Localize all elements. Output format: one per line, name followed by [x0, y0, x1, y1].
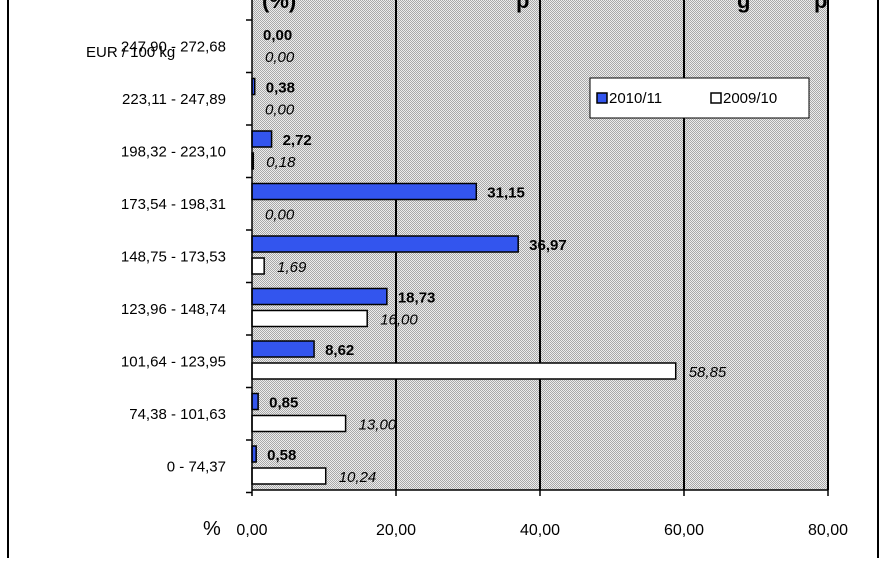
bar-2009-10	[251, 414, 347, 433]
data-label-2010-11: 31,15	[487, 185, 525, 202]
data-label-2009-10: 0,18	[266, 154, 296, 171]
legend-label-2010-11: 2010/11	[609, 90, 662, 107]
data-label-2010-11: 8,62	[325, 342, 354, 359]
y-tick-label: 101,64 - 123,95	[121, 353, 226, 370]
data-label-2010-11: 0,38	[266, 80, 295, 97]
data-label-2010-11: 0,58	[267, 447, 296, 464]
data-label-2009-10: 0,00	[265, 49, 295, 66]
y-tick-label: 74,38 - 101,63	[129, 406, 226, 423]
legend-swatch-2010-11	[596, 92, 608, 104]
data-label-2009-10: 0,00	[265, 102, 295, 119]
data-label-2009-10: 0,00	[265, 207, 295, 224]
bar-2009-10	[251, 467, 327, 485]
data-label-2010-11: 2,72	[283, 132, 312, 149]
x-tick-label: 60,00	[664, 522, 704, 539]
legend-label-2009-10: 2009/10	[723, 90, 777, 107]
x-tick-label: 20,00	[376, 522, 416, 539]
y-tick-label: 247,90 - 272,68	[121, 38, 226, 55]
bar-2009-10	[251, 309, 368, 328]
x-tick-label: 0,00	[236, 522, 267, 539]
data-label-2009-10: 10,24	[339, 469, 377, 486]
axes-layer: 0,00 20,00 40,00 60,00 80,00 247,90 - 272,68 2…	[121, 0, 848, 539]
bars-layer: 0,00 0,00 0,38 0,00 2,72 0,18 31,15 0,00 36,97 1,…	[251, 27, 727, 486]
y-tick-label: 0 - 74,37	[167, 458, 226, 475]
data-label-2009-10: 13,00	[359, 417, 397, 434]
bar-2010-11	[251, 340, 315, 358]
y-tick-label: 173,54 - 198,31	[121, 196, 226, 213]
legend-swatch-2009-10	[710, 92, 722, 104]
bar-2009-10	[251, 257, 265, 275]
data-label-2009-10: 58,85	[689, 364, 727, 381]
x-unit-label: %	[203, 518, 221, 540]
data-label-2010-11: 0,00	[263, 27, 292, 44]
bar-2009-10	[251, 362, 677, 380]
bar-2010-11	[251, 235, 519, 253]
data-label-2010-11: 0,85	[269, 395, 298, 412]
legend-box	[589, 77, 810, 119]
x-tick-label: 40,00	[520, 522, 560, 539]
x-tick-label: 80,00	[808, 522, 848, 539]
y-tick-label: 123,96 - 148,74	[121, 301, 226, 318]
data-label-2010-11: 18,73	[398, 290, 436, 307]
y-tick-label: 223,11 - 247,89	[122, 91, 226, 108]
bar-2010-11	[251, 130, 273, 148]
bar-2010-11	[251, 392, 259, 411]
y-tick-label: 148,75 - 173,53	[121, 248, 226, 265]
legend: 2010/11 2009/10	[589, 77, 810, 119]
chart-title-fragment-2: p	[516, 0, 529, 13]
data-label-2009-10: 16,00	[380, 312, 418, 329]
y-tick-label: 198,32 - 223,10	[121, 143, 226, 160]
chart-title-fragment-4: p	[814, 0, 827, 13]
chart-title-fragment-3: g	[737, 0, 750, 13]
bar-2010-11	[251, 182, 478, 201]
y-unit-label: EUR / 100 kg	[86, 44, 175, 61]
data-label-2010-11: 36,97	[529, 237, 567, 254]
data-label-2009-10: 1,69	[277, 259, 307, 276]
chart-title-fragment-1: (%)	[262, 0, 296, 13]
bar-2010-11	[251, 287, 388, 306]
